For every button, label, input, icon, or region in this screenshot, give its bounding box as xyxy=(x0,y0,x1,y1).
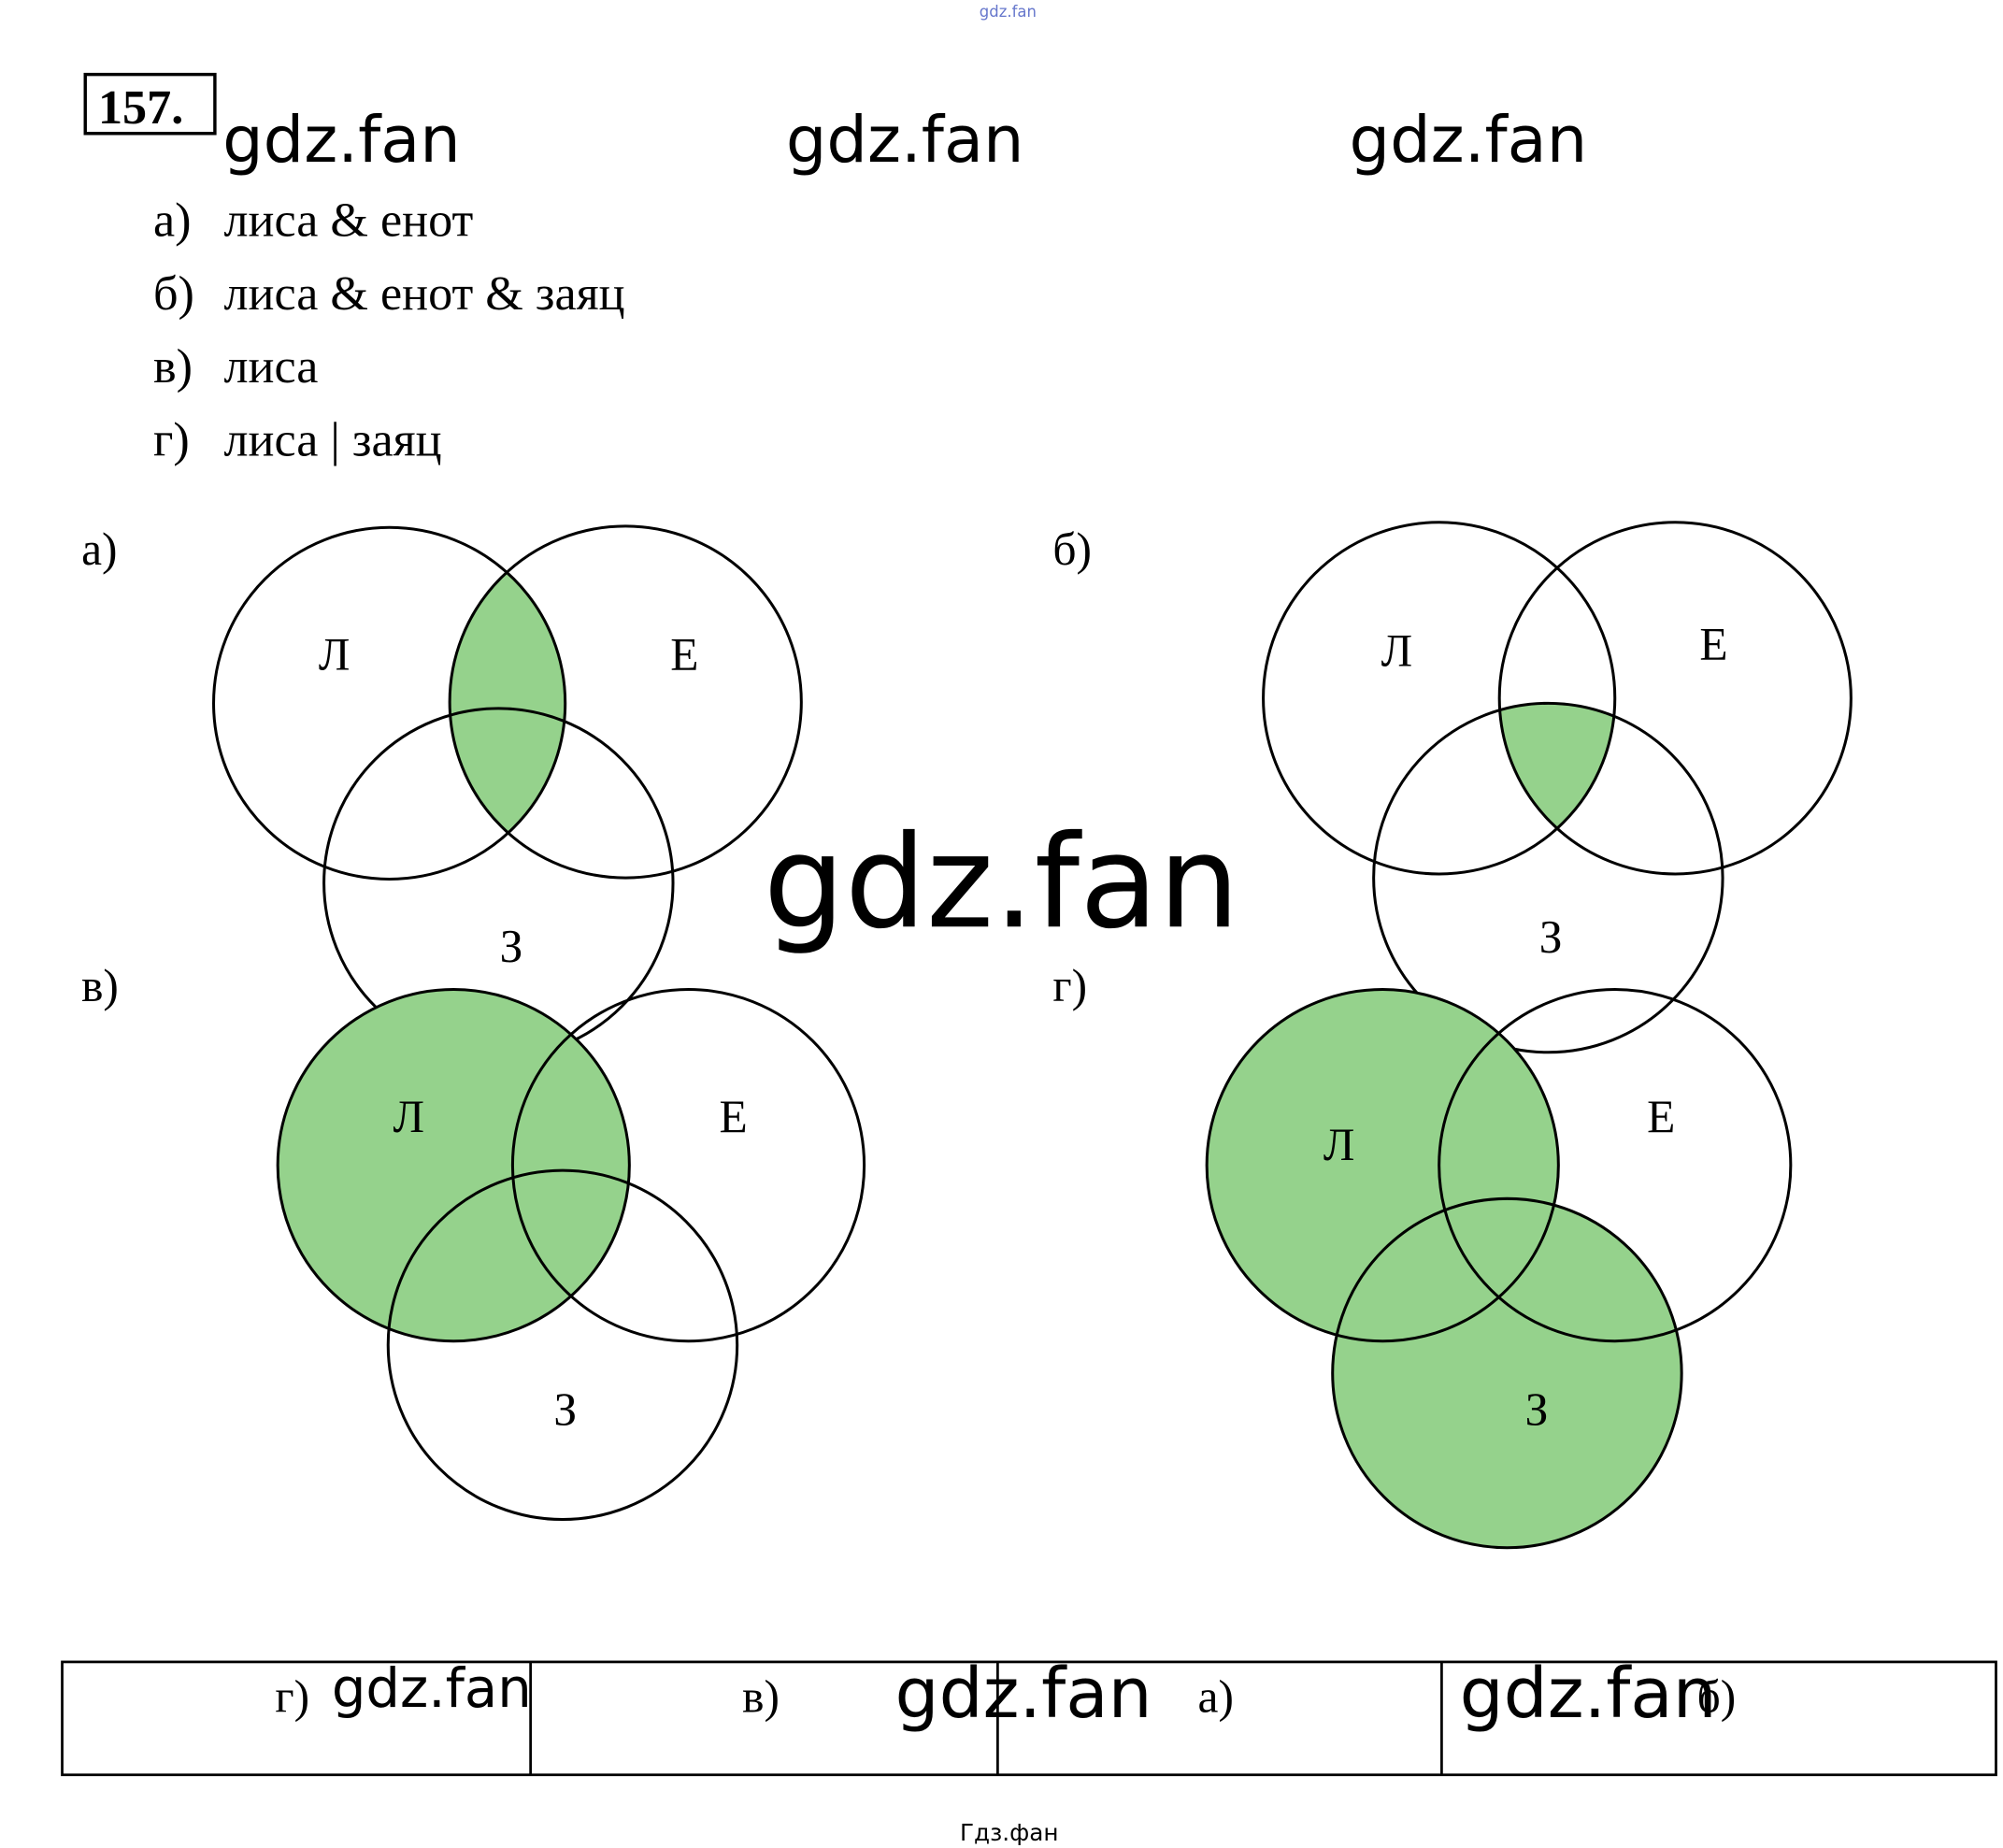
number-box xyxy=(83,72,217,136)
watermark: gdz.fan xyxy=(1350,103,1588,178)
watermark: gdz.fan xyxy=(222,103,461,178)
diagram-letter: г) xyxy=(1052,960,1087,1011)
venn-circle xyxy=(1438,988,1793,1343)
diagram-letter: б) xyxy=(1052,523,1092,575)
shaded-region xyxy=(1332,1198,1682,1548)
table-cell: б) xyxy=(1697,1670,1737,1722)
venn-circle xyxy=(276,988,631,1343)
shaded-region xyxy=(450,527,565,879)
circle-label: Л xyxy=(1323,1119,1355,1170)
watermark: gdz.fan xyxy=(786,103,1024,178)
watermark: gdz.fan xyxy=(1460,1654,1717,1734)
shaded-region xyxy=(278,989,630,1341)
circle-label: З xyxy=(1539,911,1563,963)
top-watermark: gdz.fan xyxy=(980,3,1037,21)
venn-circle xyxy=(1262,521,1617,876)
venn-circle xyxy=(1205,988,1560,1343)
watermark: gdz.fan xyxy=(332,1656,532,1720)
circle-label: Е xyxy=(1699,619,1727,670)
venn-circle xyxy=(1372,701,1724,1054)
circle-label: Е xyxy=(719,1091,747,1142)
venn-circle xyxy=(510,988,866,1343)
query-letter: г) xyxy=(153,413,190,466)
venn-circle xyxy=(1331,1196,1683,1550)
query-text: лиса | заяц xyxy=(224,413,442,466)
query-text: лиса & енот & заяц xyxy=(224,267,625,321)
diagram-letter: в) xyxy=(81,960,119,1011)
circle-label: Л xyxy=(319,629,351,680)
query-list: а) лиса & енот б) лиса & енот & заяц в) лисаг… xyxy=(153,194,625,467)
query-letter: в) xyxy=(153,340,193,394)
circle-label: З xyxy=(553,1383,577,1435)
venn-circle xyxy=(1497,521,1853,876)
circle-label: Е xyxy=(1647,1091,1675,1142)
query-text: лиса xyxy=(224,340,319,394)
circle-label: Л xyxy=(1381,625,1413,677)
circle-label: З xyxy=(500,920,523,971)
venn-circle xyxy=(448,524,803,880)
query-letter: б) xyxy=(153,267,194,321)
center-watermark: gdz.fan xyxy=(764,809,1239,957)
query-letter: а) xyxy=(153,194,192,248)
venn-circle xyxy=(212,525,567,881)
query-text: лиса & енот xyxy=(224,194,474,248)
circle-label: Е xyxy=(670,629,698,680)
table-cell: г) xyxy=(275,1670,309,1722)
watermark: gdz.fan xyxy=(895,1654,1152,1734)
footer: Гдз.фан xyxy=(960,1819,1059,1846)
table-cell: а) xyxy=(1198,1670,1234,1722)
task-number: 157. xyxy=(98,81,183,135)
diagram-letter: а) xyxy=(81,523,117,575)
venn-circle xyxy=(386,1168,739,1522)
table-cell: в) xyxy=(742,1670,780,1722)
circle-label: Л xyxy=(393,1091,424,1142)
answer-table xyxy=(61,1660,1997,1777)
circle-label: З xyxy=(1525,1383,1549,1435)
